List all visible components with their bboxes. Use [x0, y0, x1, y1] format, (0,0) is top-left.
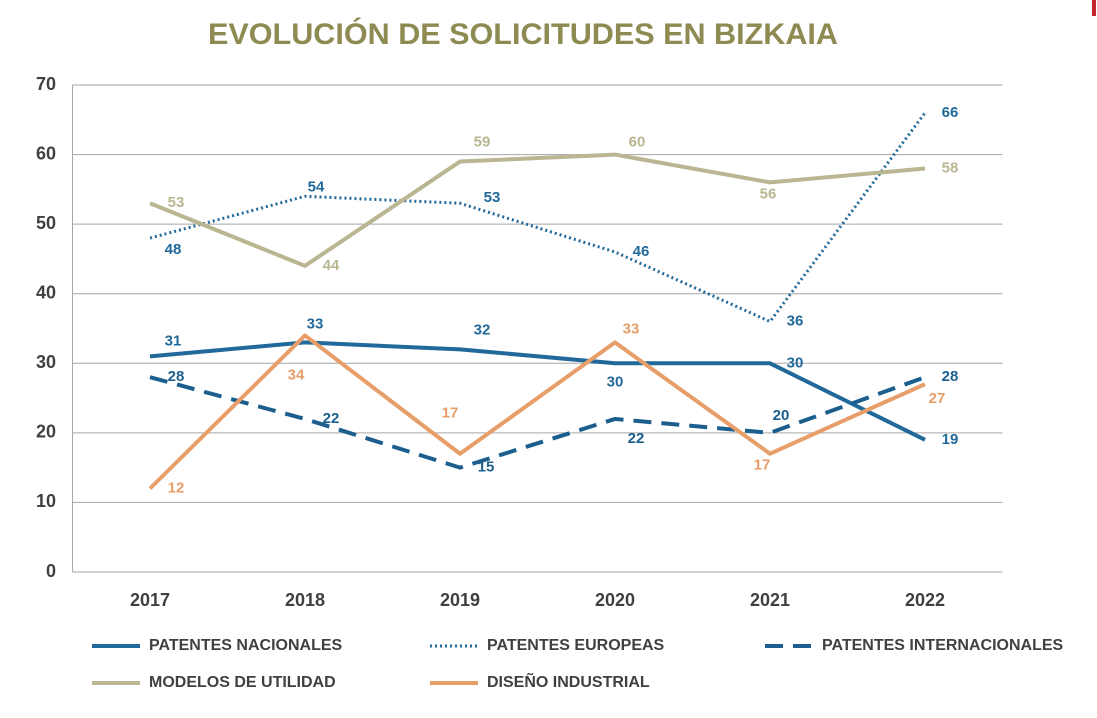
- data-label: 27: [929, 390, 946, 407]
- data-label: 20: [773, 407, 790, 424]
- x-tick-label: 2018: [285, 590, 325, 610]
- data-label: 46: [633, 243, 650, 260]
- data-label: 53: [484, 189, 501, 206]
- data-label: 30: [787, 354, 804, 371]
- data-label: 60: [629, 134, 646, 151]
- legend-label: MODELOS DE UTILIDAD: [149, 674, 336, 691]
- data-label: 59: [474, 133, 491, 150]
- series-line: [148, 333, 926, 490]
- data-label: 22: [323, 410, 340, 427]
- data-label: 17: [442, 405, 459, 422]
- chart-title: EVOLUCIÓN DE SOLICITUDES EN BIZKAIA: [208, 17, 838, 51]
- legend-label: PATENTES EUROPEAS: [487, 637, 665, 654]
- data-label: 17: [754, 457, 771, 474]
- legend-label: PATENTES NACIONALES: [149, 637, 343, 654]
- data-label: 53: [168, 194, 185, 211]
- y-tick-label: 30: [36, 352, 56, 372]
- y-tick-label: 10: [36, 491, 56, 511]
- data-label: 34: [288, 366, 305, 383]
- corner-mark: [1092, 0, 1096, 16]
- data-label: 32: [474, 321, 491, 338]
- x-tick-label: 2017: [130, 590, 170, 610]
- data-label: 66: [942, 104, 959, 121]
- legend-label: DISEÑO INDUSTRIAL: [487, 671, 650, 691]
- legend-label: PATENTES INTERNACIONALES: [822, 637, 1064, 654]
- x-tick-label: 2021: [750, 590, 790, 610]
- data-label: 33: [307, 315, 324, 332]
- x-tick-label: 2022: [905, 590, 945, 610]
- x-tick-label: 2020: [595, 590, 635, 610]
- data-label: 19: [942, 431, 959, 448]
- y-tick-label: 40: [36, 282, 56, 302]
- y-tick-label: 70: [36, 74, 56, 94]
- data-label: 28: [942, 368, 959, 385]
- series-line: [149, 375, 926, 470]
- data-label: 15: [478, 459, 495, 476]
- y-tick-label: 60: [36, 143, 56, 163]
- data-label: 28: [168, 368, 185, 385]
- data-label: 22: [628, 430, 645, 447]
- series-line: [149, 340, 926, 442]
- data-label: 48: [165, 241, 182, 258]
- series-line: [149, 111, 927, 324]
- x-tick-label: 2019: [440, 590, 480, 610]
- data-label: 33: [623, 320, 640, 337]
- y-tick-label: 50: [36, 213, 56, 233]
- data-label: 44: [323, 257, 340, 274]
- data-label: 12: [168, 479, 185, 496]
- data-label: 54: [308, 178, 325, 195]
- series-line: [149, 152, 926, 268]
- y-tick-label: 0: [46, 561, 56, 581]
- data-label: 58: [942, 159, 959, 176]
- data-label: 36: [787, 313, 804, 330]
- y-tick-label: 20: [36, 422, 56, 442]
- data-label: 30: [607, 373, 624, 390]
- data-label: 31: [165, 332, 182, 349]
- data-label: 56: [760, 185, 777, 202]
